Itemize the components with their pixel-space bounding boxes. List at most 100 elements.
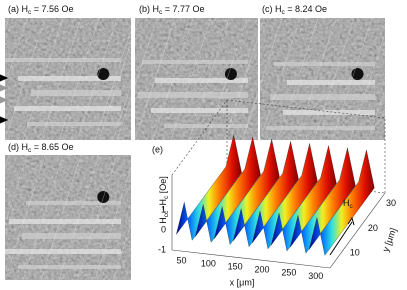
- margin: [0, 0, 407, 18]
- panel-title: (a) Hc = 7.56 Oe: [8, 4, 74, 15]
- image-noise: [5, 155, 131, 280]
- box-edge: [226, 99, 386, 119]
- defect: [97, 68, 110, 80]
- marker-arrow: [0, 74, 9, 82]
- scratch: [94, 154, 136, 281]
- z-axis-label: Hcc−Hc [Oe]: [158, 176, 169, 224]
- scratch: [0, 154, 28, 241]
- image-noise: [260, 18, 385, 140]
- domain-stripe: [155, 78, 248, 83]
- z-tick-label: 0: [161, 224, 166, 234]
- field-arrow: [329, 216, 355, 256]
- scratch: [259, 17, 301, 141]
- scratch: [58, 17, 100, 141]
- domain-stripe: [164, 124, 248, 128]
- panel-label: (e): [152, 144, 163, 154]
- scratch: [4, 17, 46, 141]
- scratch: [40, 154, 82, 281]
- x-axis-label: x [μm]: [230, 277, 255, 287]
- domain-stripe: [151, 108, 248, 113]
- micrograph: [98, 17, 302, 141]
- scratch: [349, 17, 391, 141]
- x-tick-label: 150: [228, 262, 243, 272]
- x-tick-label: 50: [176, 255, 186, 265]
- domain-stripe: [142, 60, 248, 64]
- margin: [0, 280, 140, 290]
- micrograph: [223, 17, 407, 141]
- scratch: [170, 17, 212, 141]
- domain-stripe: [287, 80, 375, 85]
- scratch: [206, 17, 248, 141]
- domain-stripe: [22, 233, 121, 239]
- domain-stripe: [283, 110, 375, 115]
- scratch: [134, 17, 176, 141]
- domain-stripe: [14, 106, 121, 111]
- scratch: [116, 17, 158, 141]
- ridge: [289, 147, 356, 254]
- z-tick-label: -1: [158, 244, 166, 254]
- ridge: [252, 143, 318, 250]
- marker-arrow: [0, 84, 9, 92]
- marker-arrow: [0, 96, 9, 104]
- micrograph: [0, 154, 172, 281]
- ridge: [214, 139, 280, 245]
- scratch: [188, 17, 230, 141]
- x-tick-label: 100: [201, 259, 216, 269]
- scratch: [4, 154, 46, 281]
- ridge: [308, 149, 375, 256]
- z-tick-label: 1: [161, 204, 166, 214]
- scratch: [295, 17, 337, 141]
- domain-stripe: [18, 76, 121, 81]
- micrograph: [0, 17, 172, 141]
- ridge: [195, 136, 261, 243]
- y-tick-label: 10: [350, 248, 360, 258]
- scratch: [40, 17, 82, 141]
- domain-stripe: [270, 94, 375, 100]
- domain-stripe: [5, 58, 121, 62]
- field-label: Hc: [343, 198, 354, 209]
- scratch: [0, 17, 28, 101]
- ridge: [176, 134, 242, 241]
- scratch: [152, 17, 194, 141]
- y-tick-label: 20: [368, 223, 378, 233]
- panel-title: (d) Hc = 8.65 Oe: [8, 142, 74, 153]
- ridge: [233, 141, 299, 248]
- domain-stripe: [9, 219, 121, 224]
- scratch: [76, 154, 118, 281]
- box-edge: [329, 192, 386, 269]
- domain-stripe: [5, 249, 121, 254]
- scratch: [22, 17, 64, 141]
- domain-stripe: [27, 122, 121, 126]
- scratch: [22, 154, 64, 281]
- domain-stripe: [26, 201, 121, 205]
- defect: [97, 191, 110, 203]
- panel-title: (c) Hc = 8.24 Oe: [262, 4, 327, 15]
- margin: [385, 0, 407, 150]
- y-tick-label: 30: [386, 198, 396, 208]
- domain-stripe: [274, 62, 375, 66]
- x-tick-label: 200: [255, 265, 270, 275]
- marker-arrow: [0, 116, 9, 124]
- scratch: [76, 17, 118, 141]
- domain-stripe: [266, 126, 375, 130]
- defect: [224, 68, 237, 80]
- scratch: [241, 17, 283, 141]
- scratch: [223, 17, 265, 141]
- scratch: [58, 154, 100, 281]
- box-edge: [171, 249, 331, 269]
- ridge: [270, 145, 337, 252]
- domain-stripe: [31, 90, 121, 96]
- domain-stripe: [18, 265, 121, 269]
- scratch: [331, 17, 373, 141]
- x-tick-label: 250: [281, 268, 296, 278]
- defect: [351, 68, 364, 80]
- scratch: [313, 17, 355, 141]
- margin: [258, 0, 260, 150]
- box-edge: [171, 99, 228, 176]
- panel-title: (b) Hc = 7.77 Oe: [139, 4, 205, 15]
- scratch: [94, 17, 136, 141]
- scratch: [277, 17, 319, 141]
